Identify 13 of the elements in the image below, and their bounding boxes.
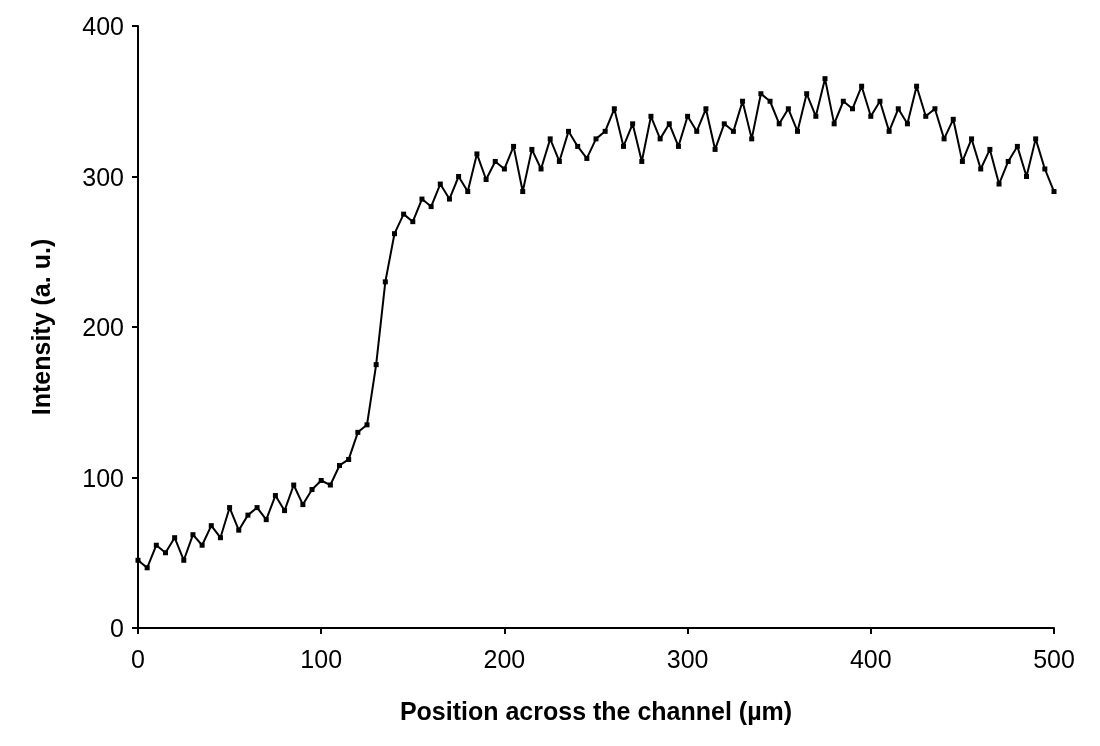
y-axis-title: Intensity (a. u.) <box>26 238 55 416</box>
x-tick-label: 100 <box>300 644 343 673</box>
y-tick-label: 200 <box>82 313 124 341</box>
y-tick-label: 100 <box>82 463 124 492</box>
y-tick-label: 0 <box>110 614 124 642</box>
y-tick-label: 300 <box>82 162 124 191</box>
x-tick-label: 400 <box>849 644 892 673</box>
x-tick-label: 200 <box>483 644 526 673</box>
x-tick-label: 0 <box>131 644 145 673</box>
y-tick-label: 400 <box>82 12 124 40</box>
x-axis-title: Position across the channel (µm) <box>399 696 793 725</box>
x-tick-label: 300 <box>666 644 709 673</box>
x-tick-label: 500 <box>1033 644 1075 673</box>
